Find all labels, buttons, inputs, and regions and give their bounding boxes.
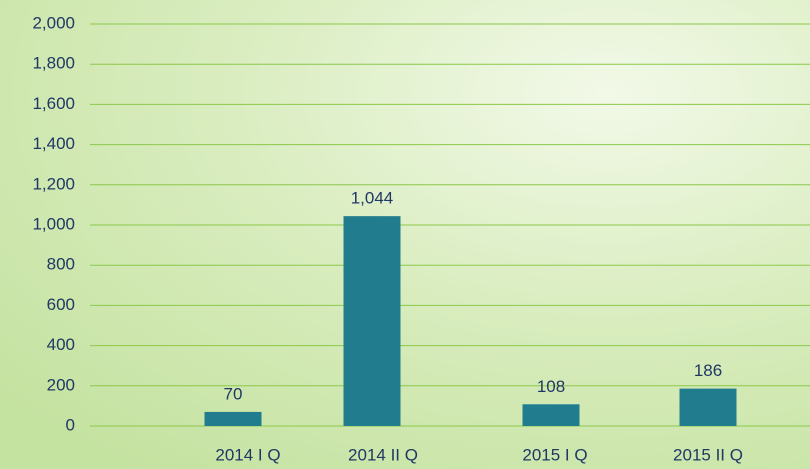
- y-tick-label: 200: [47, 375, 75, 394]
- y-tick-label: 1,200: [32, 174, 75, 193]
- bar: [343, 216, 401, 426]
- y-tick-label: 1,000: [32, 214, 75, 233]
- y-tick-label: 600: [47, 295, 75, 314]
- y-tick-label: 400: [47, 335, 75, 354]
- value-label: 1,044: [351, 189, 394, 208]
- bar: [679, 388, 737, 426]
- value-label: 108: [537, 377, 565, 396]
- bar: [204, 411, 262, 426]
- y-tick-label: 2,000: [32, 13, 75, 32]
- value-label: 186: [694, 361, 722, 380]
- y-tick-label: 800: [47, 255, 75, 274]
- y-tick-label: 1,800: [32, 54, 75, 73]
- y-tick-label: 1,400: [32, 134, 75, 153]
- value-label: 70: [224, 384, 243, 403]
- x-tick-label: 2014 I Q: [215, 445, 280, 464]
- x-tick-label: 2014 II Q: [348, 445, 418, 464]
- x-tick-label: 2015 I Q: [522, 445, 587, 464]
- bar: [522, 404, 580, 426]
- x-tick-label: 2015 II Q: [673, 445, 743, 464]
- y-tick-label: 1,600: [32, 94, 75, 113]
- y-tick-label: 0: [66, 415, 75, 434]
